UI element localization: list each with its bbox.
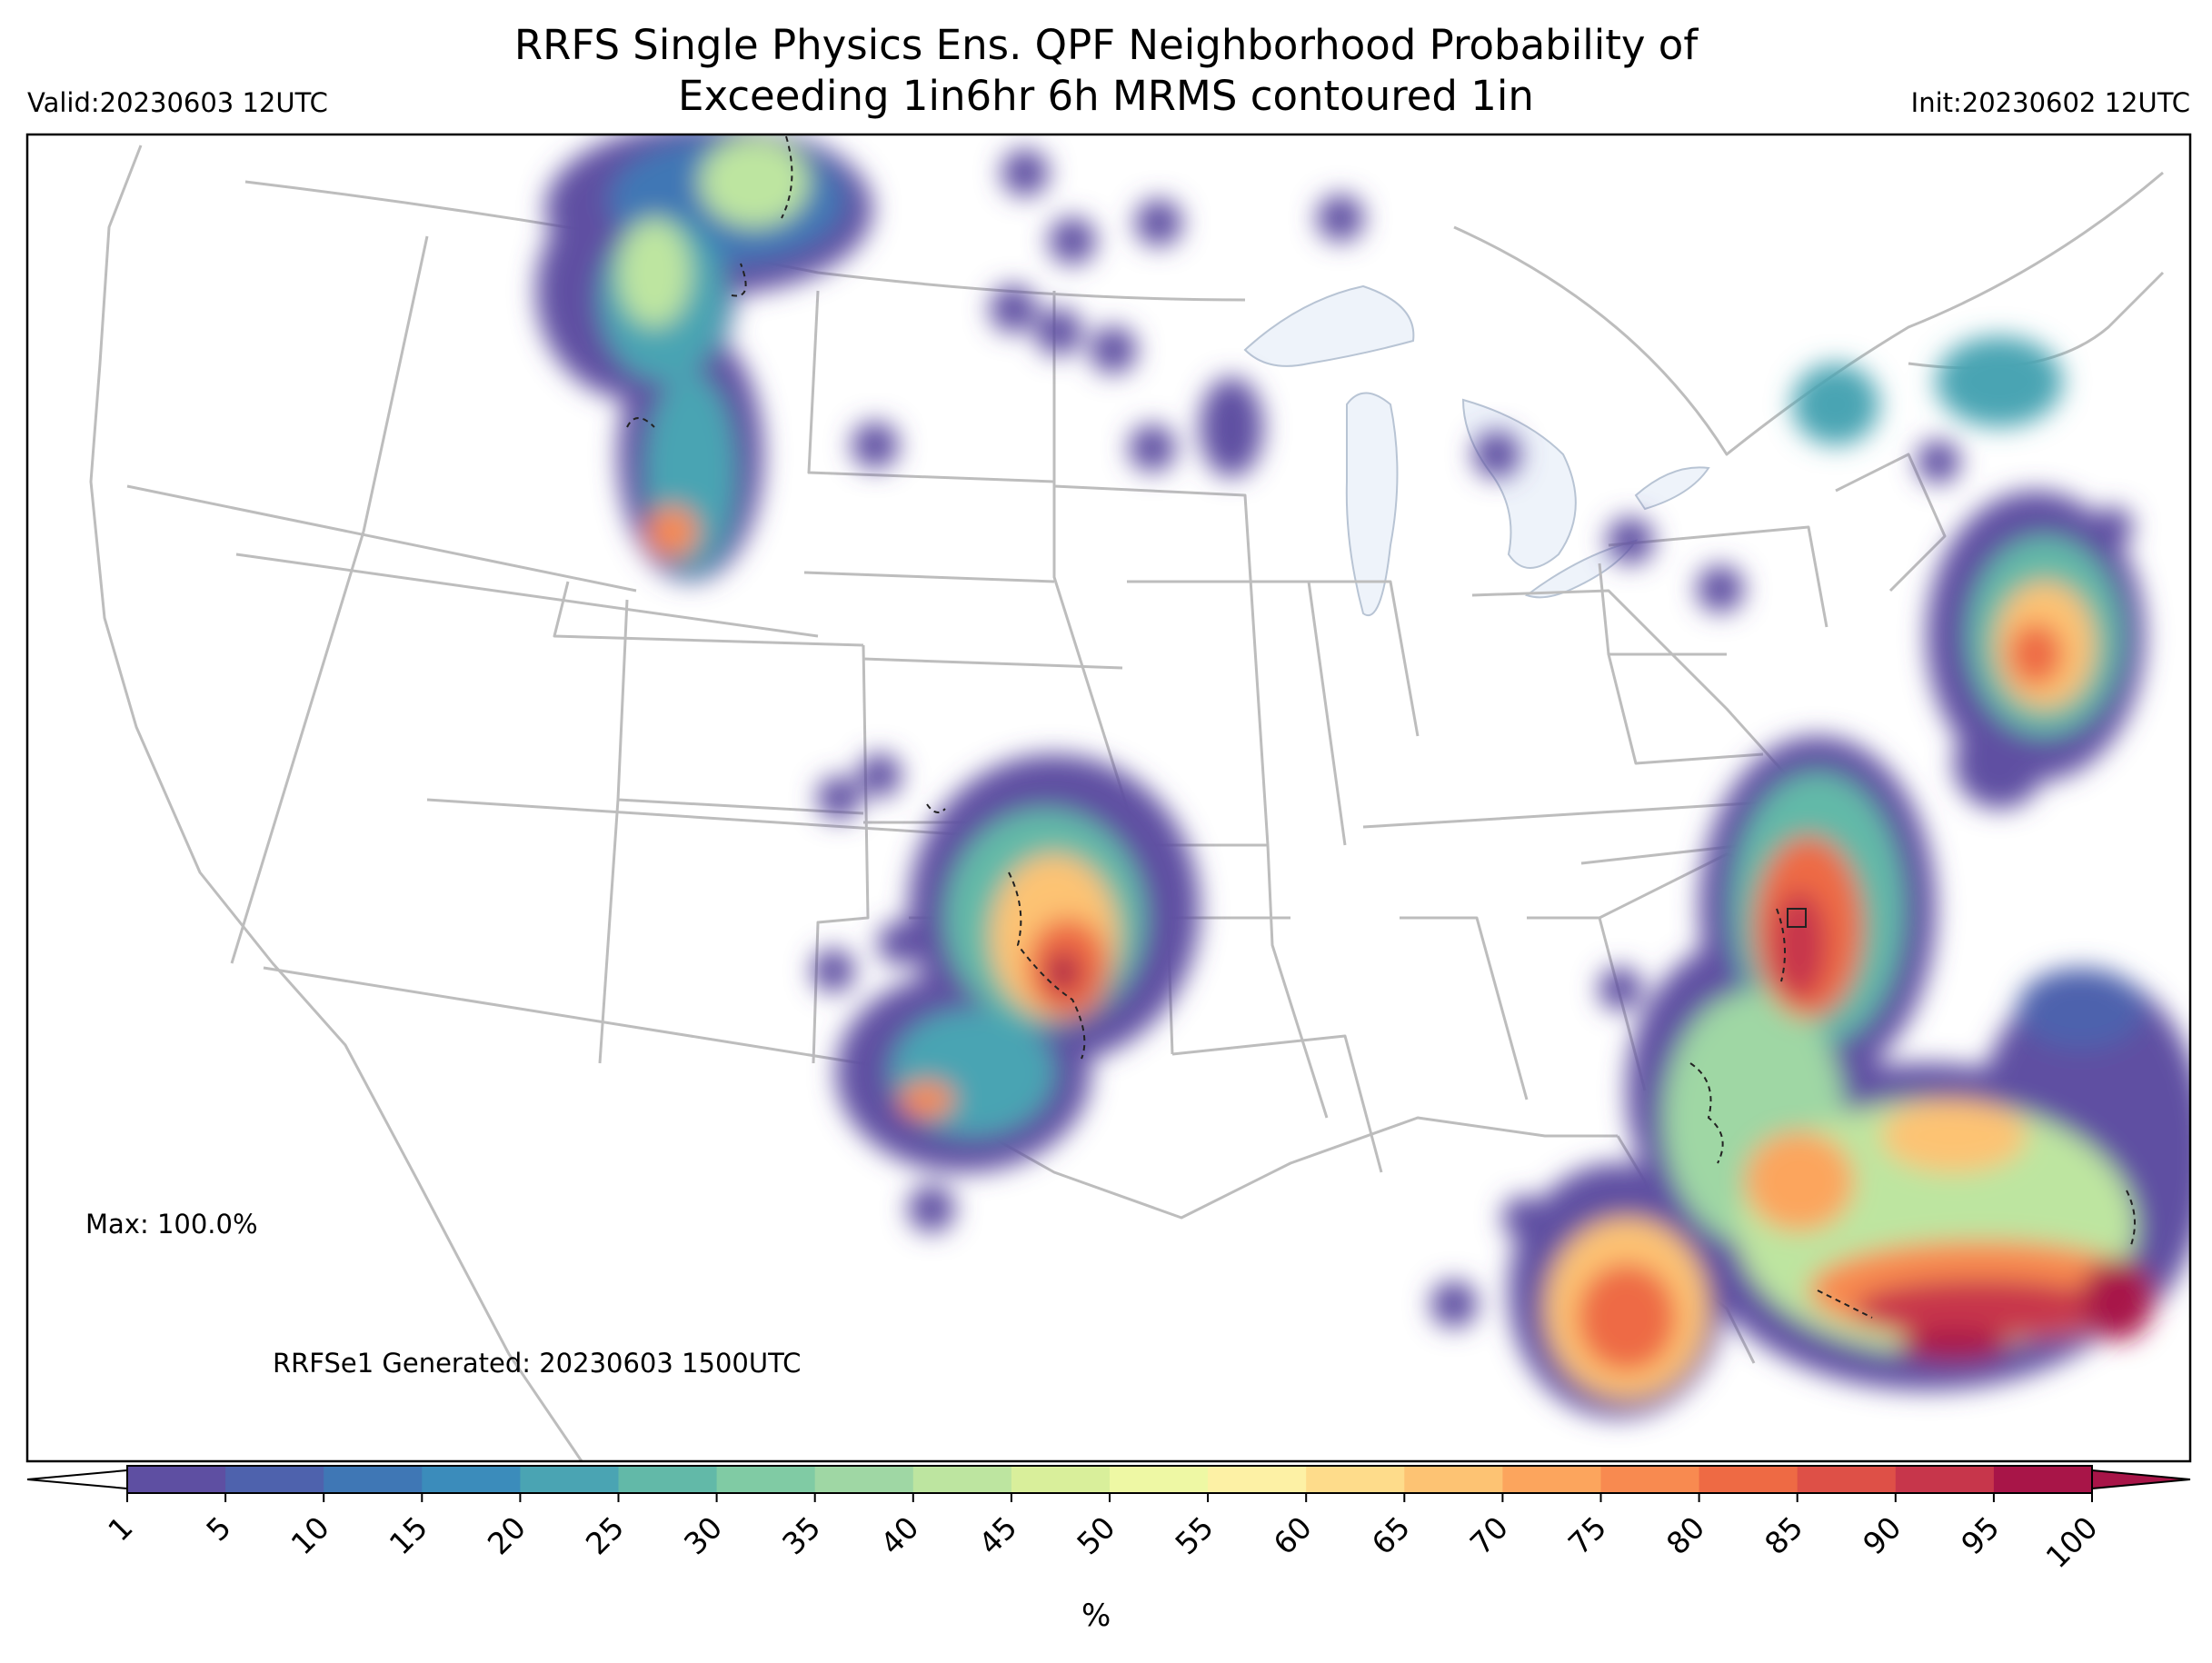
map-title: RRFS Single Physics Ens. QPF Neighborhoo… xyxy=(0,20,2212,122)
colorbar-tick-label: 40 xyxy=(873,1509,925,1561)
colorbar-segment xyxy=(1208,1466,1307,1493)
mrms-contours xyxy=(626,135,2136,1319)
colorbar-tick-label: 30 xyxy=(677,1509,729,1561)
title-line-2: Exceeding 1in6hr 6h MRMS contoured 1in xyxy=(678,72,1534,120)
colorbar-segment xyxy=(1699,1466,1798,1493)
colorbar-segment xyxy=(618,1466,718,1493)
colorbar-segment xyxy=(1306,1466,1405,1493)
colorbar-tick-label: 35 xyxy=(775,1509,827,1561)
colorbar-tick-label: 100 xyxy=(2039,1509,2105,1575)
colorbar-segment xyxy=(1502,1466,1601,1493)
colorbar-tick-label: 60 xyxy=(1267,1509,1319,1561)
colorbar-tick-label: 20 xyxy=(481,1509,533,1561)
title-line-1: RRFS Single Physics Ens. QPF Neighborhoo… xyxy=(513,21,1699,69)
colorbar-tick-label: 50 xyxy=(1070,1509,1121,1561)
probability-field xyxy=(536,134,2190,1418)
colorbar-segment xyxy=(520,1466,619,1493)
colorbar-segment xyxy=(422,1466,521,1493)
colorbar-tick-label: 55 xyxy=(1168,1509,1220,1561)
colorbar-tick-label: 45 xyxy=(971,1509,1023,1561)
colorbar-ticks: 1 5 10 15 20 25 30 35 40 45 50 55 60 65 70 75 80 85 90 95 10… xyxy=(101,1493,2105,1575)
colorbar-tick-label: 70 xyxy=(1463,1509,1515,1561)
colorbar-tick-label: 95 xyxy=(1954,1509,2006,1561)
colorbar-segments xyxy=(127,1466,2093,1493)
colorbar-tick-label: 90 xyxy=(1856,1509,1908,1561)
colorbar-left-extend xyxy=(26,1469,128,1490)
colorbar-tick-label: 10 xyxy=(284,1509,336,1561)
init-time-label: Init:20230602 12UTC xyxy=(1910,87,2190,118)
colorbar-segment xyxy=(912,1466,1012,1493)
colorbar-tick-label: 25 xyxy=(579,1509,631,1561)
max-value-label: Max: 100.0% xyxy=(85,1209,258,1240)
colorbar-tick-label: 15 xyxy=(383,1509,434,1561)
colorbar-tick-label: 80 xyxy=(1659,1509,1711,1561)
colorbar-segment xyxy=(814,1466,914,1493)
colorbar-segment xyxy=(1993,1466,2093,1493)
colorbar-segment xyxy=(1600,1466,1700,1493)
colorbar-tick-label: 75 xyxy=(1561,1509,1613,1561)
colorbar-segment xyxy=(1404,1466,1503,1493)
map-frame xyxy=(25,133,2192,1463)
colorbar-segment xyxy=(716,1466,816,1493)
colorbar-right-extend xyxy=(2091,1469,2191,1490)
colorbar-tick-label: 65 xyxy=(1365,1509,1417,1561)
colorbar-unit: % xyxy=(1081,1598,1111,1634)
colorbar-segment xyxy=(1011,1466,1111,1493)
colorbar-tick-label: 1 xyxy=(101,1509,139,1548)
colorbar-segment xyxy=(1797,1466,1897,1493)
colorbar-segment xyxy=(127,1466,226,1493)
colorbar-segment xyxy=(1110,1466,1209,1493)
colorbar-segment xyxy=(1895,1466,1995,1493)
colorbar-segment xyxy=(324,1466,423,1493)
colorbar: 1 5 10 15 20 25 30 35 40 45 50 55 60 65 70 75 80 85 90 95 10… xyxy=(26,1465,2191,1575)
colorbar-segment xyxy=(225,1466,324,1493)
contour-box xyxy=(1787,908,1807,928)
colorbar-tick-label: 85 xyxy=(1758,1509,1809,1561)
generated-label: RRFSe1 Generated: 20230603 1500UTC xyxy=(273,1348,802,1379)
valid-time-label: Valid:20230603 12UTC xyxy=(27,87,328,118)
colorbar-tick-label: 5 xyxy=(199,1509,237,1548)
